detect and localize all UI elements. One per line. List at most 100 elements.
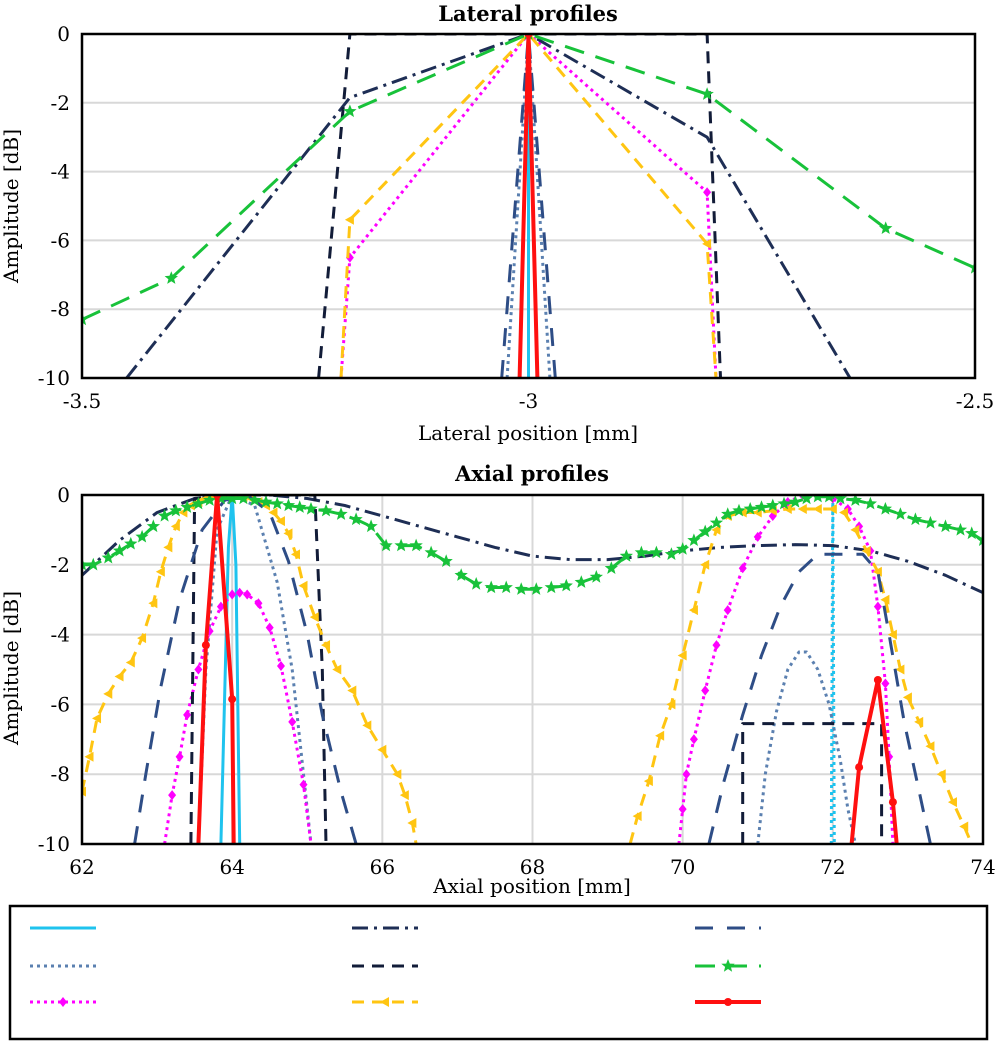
data-point — [124, 536, 138, 550]
data-point — [216, 601, 225, 612]
data-point — [334, 507, 348, 520]
data-point — [753, 531, 762, 542]
y-tick-label: -10 — [38, 832, 70, 856]
series-yellow_triangle — [628, 503, 974, 844]
data-point — [275, 516, 285, 527]
data-point — [288, 716, 297, 727]
series-line — [82, 495, 983, 591]
plot-frame — [80, 493, 985, 846]
y-tick-label: -4 — [51, 623, 70, 647]
data-point — [863, 496, 877, 510]
plot-series — [82, 34, 975, 378]
y-tick-label: -8 — [51, 297, 70, 321]
data-point — [676, 542, 690, 555]
data-point — [873, 675, 882, 684]
data-point — [754, 500, 769, 513]
data-point — [86, 557, 100, 571]
series-line — [741, 722, 884, 844]
x-tick-label: 74 — [970, 855, 995, 879]
data-point — [700, 87, 714, 100]
data-point — [709, 515, 724, 529]
data-point — [619, 549, 633, 562]
data-point — [155, 566, 165, 577]
data-point — [259, 495, 273, 508]
data-point — [895, 664, 905, 675]
series-red_dot — [849, 675, 899, 844]
data-point — [82, 557, 89, 571]
data-point — [175, 751, 184, 762]
legend-entry-yellow_triangle — [352, 997, 418, 1007]
y-tick-label: -2 — [51, 553, 70, 577]
data-point — [604, 561, 618, 574]
x-tick-label: 68 — [520, 855, 545, 879]
data-point — [743, 502, 757, 515]
data-point — [887, 629, 897, 640]
y-tick-label: 0 — [57, 22, 70, 46]
x-tick-label: 64 — [219, 855, 244, 879]
data-point — [643, 776, 653, 787]
data-point — [225, 495, 239, 505]
data-point — [201, 641, 210, 650]
data-point — [148, 598, 158, 609]
series-line — [196, 495, 313, 844]
series-red_dot — [196, 495, 237, 844]
data-point — [925, 741, 935, 752]
data-point — [649, 545, 663, 559]
series-line — [125, 34, 852, 378]
data-point — [169, 503, 183, 517]
series-line — [707, 552, 932, 844]
series-blue_dash — [133, 495, 358, 844]
data-point — [682, 769, 691, 780]
series-blue_dash — [707, 552, 932, 844]
data-point — [137, 633, 147, 644]
data-point — [484, 580, 498, 594]
data-point — [544, 580, 558, 594]
data-point — [298, 580, 308, 591]
data-point — [59, 997, 67, 1007]
data-point — [839, 507, 849, 518]
data-point — [101, 550, 115, 564]
data-point — [424, 545, 438, 559]
data-point — [965, 526, 979, 540]
data-point — [881, 678, 890, 689]
data-point — [666, 699, 676, 710]
data-point — [146, 519, 160, 533]
x-tick-label: -2.5 — [956, 389, 995, 413]
data-point — [827, 503, 837, 514]
data-point — [812, 503, 822, 514]
data-point — [529, 582, 543, 595]
series-line — [829, 495, 836, 844]
data-point — [688, 605, 698, 616]
data-point — [700, 559, 710, 570]
data-point — [878, 502, 892, 515]
data-point — [379, 538, 393, 552]
data-point — [394, 538, 408, 552]
data-point — [799, 495, 814, 505]
y-tick-label: -6 — [51, 228, 70, 252]
data-point — [677, 650, 687, 661]
y-tick-label: -4 — [51, 160, 70, 184]
x-tick-label: 62 — [69, 855, 94, 879]
data-point — [268, 507, 278, 518]
data-point — [194, 664, 203, 675]
data-point — [299, 779, 308, 790]
data-point — [737, 507, 747, 518]
data-point — [850, 524, 860, 535]
data-point — [855, 763, 864, 772]
data-point — [664, 547, 679, 560]
series-green_star — [82, 495, 983, 595]
data-point — [879, 221, 893, 234]
data-point — [191, 496, 205, 510]
data-point — [574, 575, 588, 588]
data-point — [723, 605, 732, 616]
data-point — [347, 685, 357, 696]
series-line — [196, 495, 236, 844]
data-point — [936, 769, 946, 780]
series-navy_dashdot — [82, 495, 983, 595]
series-line — [163, 591, 313, 844]
lateral-profiles-chart: Lateral profiles 0-2-4-6-8-10-3.5 -3 -2.5 … — [0, 1, 994, 445]
data-point — [84, 751, 94, 762]
data-point — [938, 519, 953, 533]
data-point — [698, 524, 712, 538]
series-navy_dash — [317, 34, 722, 378]
